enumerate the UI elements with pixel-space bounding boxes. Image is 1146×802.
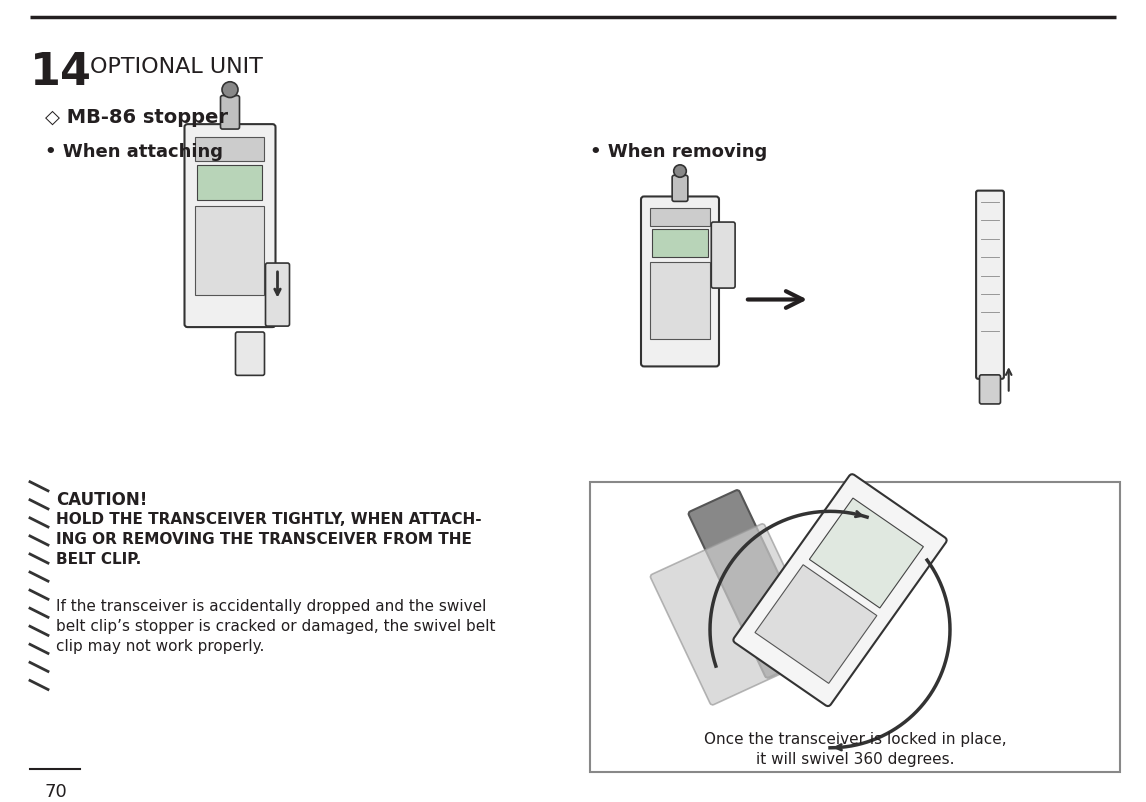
FancyBboxPatch shape [197,165,262,200]
FancyBboxPatch shape [689,491,816,678]
FancyBboxPatch shape [650,209,709,226]
Circle shape [674,166,686,178]
Text: If the transceiver is accidentally dropped and the swivel
belt clip’s stopper is: If the transceiver is accidentally dropp… [56,598,495,653]
FancyBboxPatch shape [196,207,265,295]
Text: CAUTION!: CAUTION! [56,490,148,508]
Text: it will swivel 360 degrees.: it will swivel 360 degrees. [755,751,955,766]
FancyBboxPatch shape [590,482,1120,772]
FancyBboxPatch shape [809,498,924,608]
FancyBboxPatch shape [976,192,1004,379]
Circle shape [222,83,238,99]
FancyBboxPatch shape [652,229,708,257]
FancyBboxPatch shape [755,565,877,683]
FancyBboxPatch shape [196,138,265,161]
Text: OPTIONAL UNIT: OPTIONAL UNIT [91,57,262,77]
FancyBboxPatch shape [650,262,709,339]
FancyBboxPatch shape [712,223,735,289]
FancyBboxPatch shape [641,197,719,367]
FancyBboxPatch shape [673,176,688,202]
Text: 14: 14 [30,51,92,94]
Text: HOLD THE TRANSCEIVER TIGHTLY, WHEN ATTACH-
ING OR REMOVING THE TRANSCEIVER FROM : HOLD THE TRANSCEIVER TIGHTLY, WHEN ATTAC… [56,512,481,566]
FancyArrowPatch shape [748,292,802,309]
Text: • When removing: • When removing [590,143,768,160]
FancyBboxPatch shape [651,525,825,705]
FancyBboxPatch shape [733,475,947,707]
FancyBboxPatch shape [185,125,275,328]
FancyBboxPatch shape [980,375,1000,404]
Text: Once the transceiver is locked in place,: Once the transceiver is locked in place, [704,731,1006,746]
Text: ◇ MB-86 stopper: ◇ MB-86 stopper [45,108,228,128]
Text: • When attaching: • When attaching [45,143,223,160]
FancyBboxPatch shape [220,96,240,130]
FancyBboxPatch shape [266,264,290,326]
FancyBboxPatch shape [235,333,265,376]
Text: 70: 70 [45,782,68,800]
